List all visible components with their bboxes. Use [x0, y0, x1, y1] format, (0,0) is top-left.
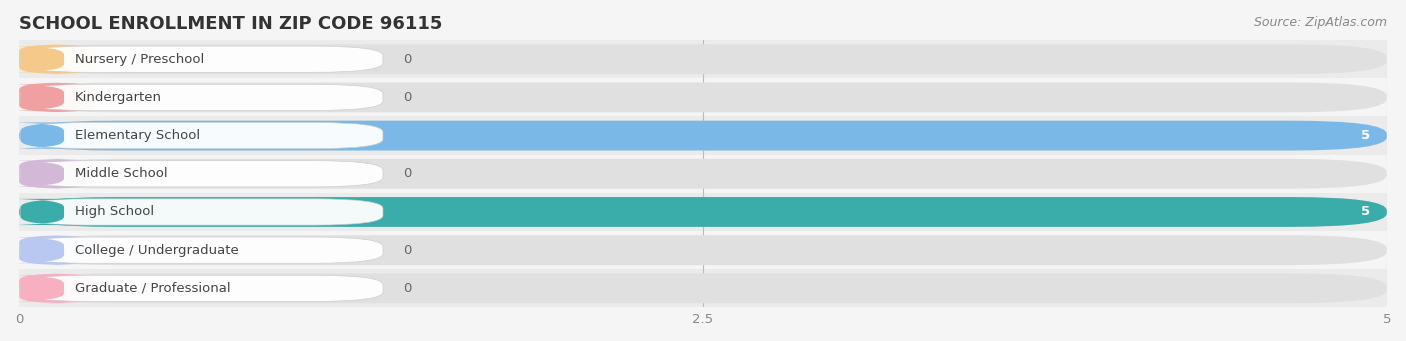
FancyBboxPatch shape — [20, 235, 94, 265]
Bar — [20, 269, 1386, 308]
Bar — [20, 78, 1386, 117]
Bar — [20, 193, 1386, 231]
FancyBboxPatch shape — [4, 237, 80, 263]
FancyBboxPatch shape — [21, 46, 382, 72]
FancyBboxPatch shape — [20, 197, 1386, 227]
Text: Source: ZipAtlas.com: Source: ZipAtlas.com — [1254, 16, 1386, 29]
FancyBboxPatch shape — [21, 199, 382, 225]
FancyBboxPatch shape — [4, 84, 80, 110]
Bar — [20, 117, 1386, 155]
FancyBboxPatch shape — [4, 122, 80, 149]
Text: 0: 0 — [404, 167, 412, 180]
Text: Nursery / Preschool: Nursery / Preschool — [75, 53, 204, 66]
FancyBboxPatch shape — [20, 83, 94, 112]
Text: 5: 5 — [1361, 206, 1371, 219]
FancyBboxPatch shape — [21, 237, 382, 263]
Text: 0: 0 — [404, 282, 412, 295]
FancyBboxPatch shape — [20, 273, 1386, 303]
Text: Kindergarten: Kindergarten — [75, 91, 162, 104]
FancyBboxPatch shape — [20, 83, 1386, 112]
Text: 0: 0 — [404, 244, 412, 257]
Text: 0: 0 — [404, 53, 412, 66]
Text: Elementary School: Elementary School — [75, 129, 200, 142]
FancyBboxPatch shape — [4, 46, 80, 72]
Bar — [20, 231, 1386, 269]
FancyBboxPatch shape — [20, 197, 1386, 227]
Text: High School: High School — [75, 206, 155, 219]
Text: SCHOOL ENROLLMENT IN ZIP CODE 96115: SCHOOL ENROLLMENT IN ZIP CODE 96115 — [20, 15, 443, 33]
FancyBboxPatch shape — [20, 44, 1386, 74]
Bar — [20, 40, 1386, 78]
FancyBboxPatch shape — [21, 84, 382, 110]
FancyBboxPatch shape — [21, 122, 382, 149]
Bar — [20, 155, 1386, 193]
FancyBboxPatch shape — [4, 161, 80, 187]
Text: 0: 0 — [404, 91, 412, 104]
FancyBboxPatch shape — [21, 275, 382, 301]
FancyBboxPatch shape — [4, 275, 80, 301]
FancyBboxPatch shape — [20, 121, 1386, 150]
Text: 5: 5 — [1361, 129, 1371, 142]
Text: College / Undergraduate: College / Undergraduate — [75, 244, 239, 257]
FancyBboxPatch shape — [20, 273, 94, 303]
FancyBboxPatch shape — [20, 235, 1386, 265]
FancyBboxPatch shape — [20, 44, 94, 74]
Text: Middle School: Middle School — [75, 167, 167, 180]
FancyBboxPatch shape — [20, 159, 94, 189]
FancyBboxPatch shape — [21, 161, 382, 187]
FancyBboxPatch shape — [20, 159, 1386, 189]
FancyBboxPatch shape — [20, 121, 1386, 150]
FancyBboxPatch shape — [4, 199, 80, 225]
Text: Graduate / Professional: Graduate / Professional — [75, 282, 231, 295]
